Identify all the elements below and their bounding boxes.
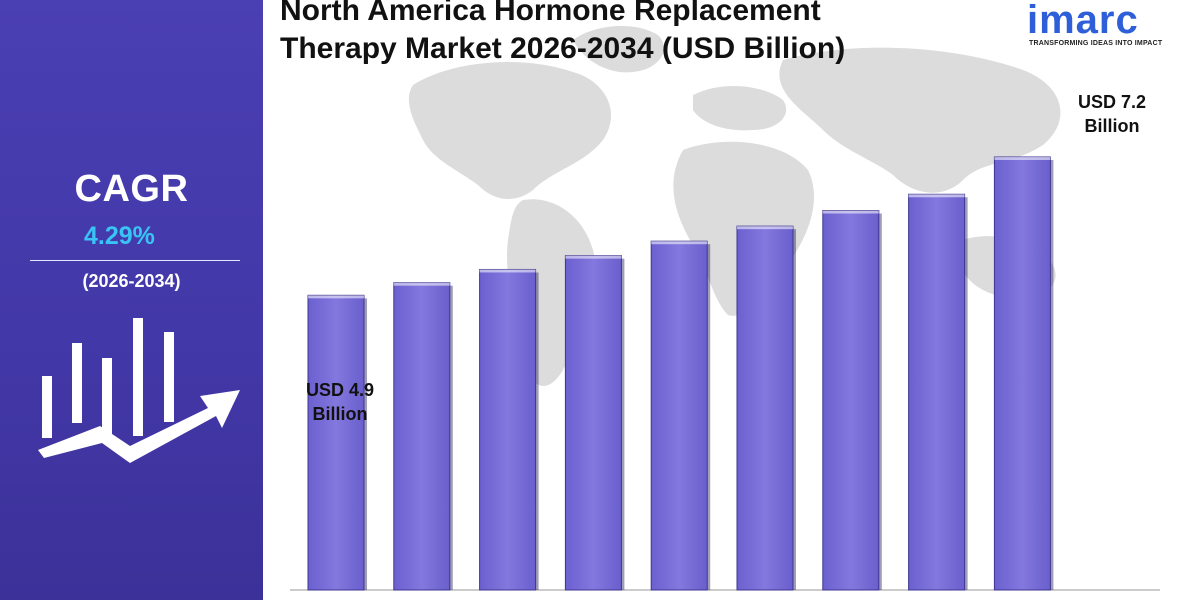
bar-2028 (479, 268, 539, 591)
bar-2030 (650, 240, 711, 591)
bar-2034 (993, 156, 1054, 591)
growth-chart-icon (38, 318, 240, 463)
chart-title: North America Hormone Replacement Therap… (280, 0, 980, 68)
cagr-value: 4.29% (84, 222, 155, 250)
last-bar-annotation: USD 7.2 Billion (1057, 90, 1167, 138)
cagr-label: CAGR (74, 168, 189, 210)
bar-2032 (822, 210, 882, 591)
bar-2031 (736, 225, 796, 591)
chart-title-line1: North America Hormone Replacement (280, 0, 821, 27)
first-bar-annotation-line2: Billion (312, 404, 368, 424)
cagr-panel: CAGR 4.29% (2026-2034) (0, 0, 263, 600)
chart-title-line2: Therapy Market 2026-2034 (USD Billion) (280, 32, 846, 65)
bar-2027 (393, 282, 453, 591)
first-bar-annotation: USD 4.9 Billion (290, 378, 390, 426)
last-bar-annotation-line1: USD 7.2 (1077, 92, 1147, 112)
logo-wordmark: imarc (1027, 0, 1139, 42)
bar-2033 (908, 193, 968, 591)
logo-tagline: TRANSFORMING IDEAS INTO IMPACT (1029, 40, 1163, 47)
first-bar-annotation-line1: USD 4.9 (305, 380, 375, 400)
bar-2029 (564, 255, 625, 591)
cagr-divider (30, 260, 240, 261)
cagr-period: (2026-2034) (82, 271, 181, 291)
last-bar-annotation-line2: Billion (1084, 116, 1140, 136)
imarc-logo: imarc TRANSFORMING IDEAS INTO IMPACT (1027, 0, 1197, 50)
bar-2026 (307, 294, 367, 591)
